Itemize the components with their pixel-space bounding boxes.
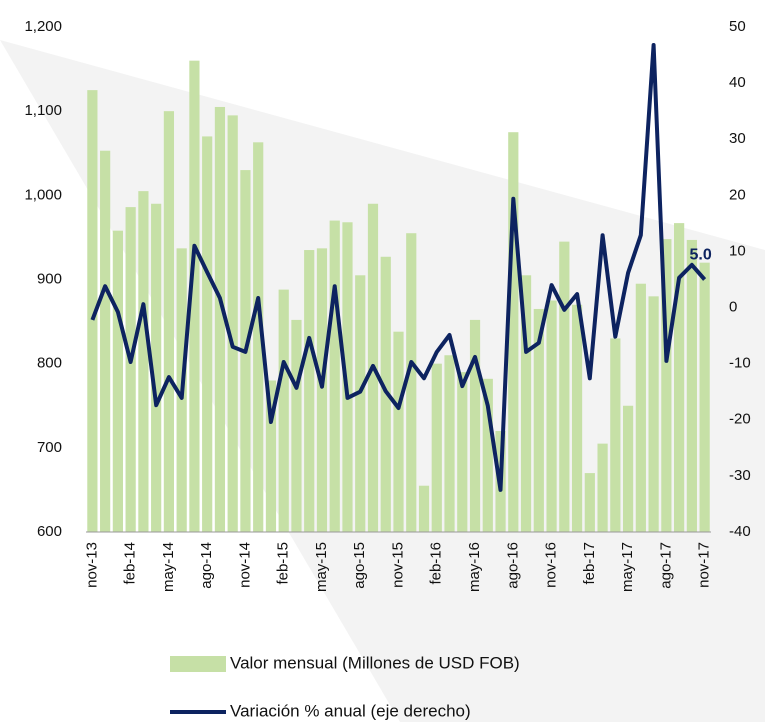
x-tick-label: ago-16	[504, 542, 521, 589]
bar	[316, 248, 328, 532]
x-tick-label: may-17	[619, 542, 636, 592]
bar	[138, 191, 149, 532]
legend-label: Variación % anual (eje derecho)	[230, 701, 471, 720]
y2-tick-label: -30	[729, 467, 751, 484]
x-tick-label: feb-17	[581, 542, 598, 585]
x-tick-label: nov-15	[389, 542, 406, 588]
y2-tick-label: -20	[729, 411, 751, 428]
bar	[559, 241, 570, 532]
x-tick-label: may-14	[160, 542, 177, 592]
y-tick-label: 1,100	[24, 102, 62, 119]
bar	[253, 142, 264, 532]
y2-tick-label: 30	[729, 130, 746, 147]
bar	[622, 405, 634, 532]
x-tick-label: nov-16	[543, 542, 560, 588]
x-tick-label: ago-14	[198, 542, 215, 589]
bar	[597, 443, 608, 532]
bar	[457, 372, 468, 532]
y2-tick-label: 0	[729, 299, 737, 316]
bar	[571, 304, 583, 532]
y-tick-label: 1,200	[24, 18, 62, 35]
y-tick-label: 1,000	[24, 186, 62, 203]
x-tick-label: nov-13	[83, 542, 100, 588]
bar	[163, 111, 175, 533]
bar	[393, 331, 404, 532]
x-tick-label: nov-14	[236, 542, 253, 588]
bar	[406, 233, 417, 533]
bar	[304, 250, 315, 532]
y-tick-label: 900	[37, 270, 62, 287]
y2-tick-label: 50	[729, 18, 746, 35]
legend-label: Valor mensual (Millones de USD FOB)	[230, 653, 520, 672]
bar	[227, 115, 238, 532]
bar	[418, 485, 430, 532]
bar	[431, 363, 442, 532]
y2-tick-label: -40	[729, 523, 751, 540]
bar	[533, 308, 544, 532]
bar	[584, 473, 595, 532]
bar	[342, 222, 353, 532]
line	[90, 43, 707, 492]
bar	[674, 223, 685, 532]
x-tick-label: may-15	[313, 542, 330, 592]
x-tick-label: nov-17	[696, 542, 713, 588]
y-tick-label: 700	[37, 439, 62, 456]
bar	[278, 289, 289, 532]
bar	[291, 319, 302, 532]
bar	[508, 132, 519, 533]
bar	[265, 380, 277, 532]
bar	[189, 60, 200, 533]
bar	[520, 275, 532, 532]
bar	[202, 136, 213, 532]
x-tick-label: ago-15	[351, 542, 368, 589]
bar	[125, 207, 136, 532]
bar	[355, 275, 366, 532]
y-tick-label: 800	[37, 355, 62, 372]
x-tick-label: ago-17	[657, 542, 674, 589]
data-label: 5.0	[689, 247, 711, 264]
legend-swatch	[170, 656, 226, 672]
y2-tick-label: 40	[729, 74, 746, 91]
bar	[686, 239, 697, 533]
x-tick-label: may-16	[466, 542, 483, 592]
x-tick-label: feb-16	[428, 542, 445, 585]
bar	[635, 283, 646, 532]
bar	[469, 319, 481, 532]
bar	[444, 355, 455, 532]
bar	[699, 262, 710, 532]
x-tick-label: feb-14	[122, 542, 139, 585]
bar	[112, 230, 123, 532]
y2-tick-label: 20	[729, 186, 746, 203]
bar	[329, 220, 340, 533]
bar	[151, 203, 162, 532]
y2-tick-label: 10	[729, 242, 746, 259]
bar	[648, 296, 659, 532]
y-tick-label: 600	[37, 523, 62, 540]
bar	[87, 90, 98, 532]
bar	[482, 378, 493, 532]
bar	[214, 106, 226, 532]
bar	[100, 150, 111, 532]
bar	[546, 300, 557, 532]
bar	[610, 338, 621, 532]
bar	[661, 239, 672, 532]
y2-tick-label: -10	[729, 355, 751, 372]
x-tick-label: feb-15	[275, 542, 292, 585]
